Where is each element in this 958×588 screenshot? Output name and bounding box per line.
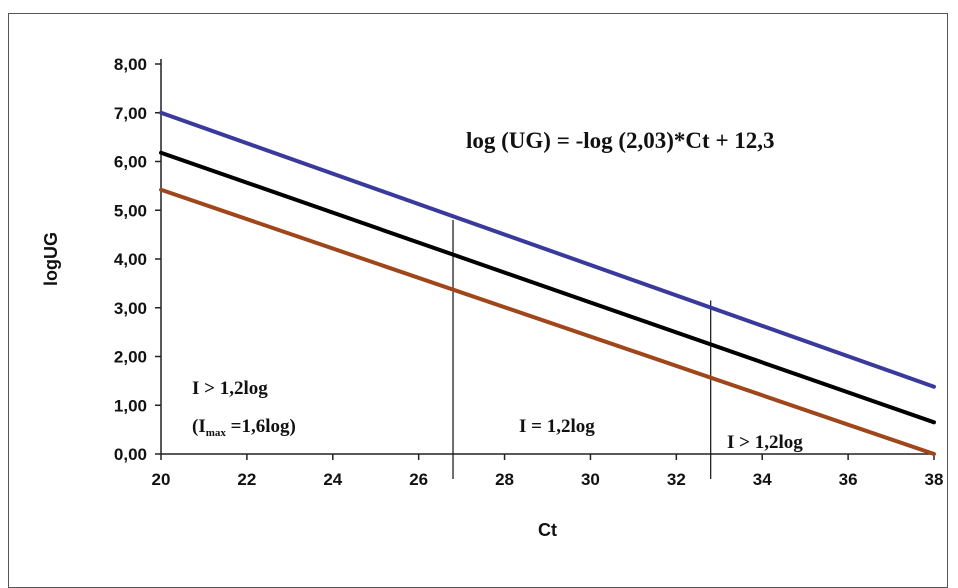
- x-axis-title: Ct: [538, 520, 557, 540]
- region-2-label: I = 1,2log: [519, 416, 595, 437]
- y-axis-title: logUG: [41, 232, 61, 286]
- line-chart: 0,00 1,00 2,00 3,00 4,00 5,00 6,00 7,00 8,00 20 22…: [41, 55, 944, 540]
- y-tick-label: 4,00: [114, 250, 147, 269]
- x-tick-label: 26: [409, 470, 428, 489]
- x-tick-label: 22: [237, 470, 256, 489]
- y-tick-label: 5,00: [114, 201, 147, 220]
- chart-frame: 0,00 1,00 2,00 3,00 4,00 5,00 6,00 7,00 8,00 20 22…: [8, 13, 948, 588]
- y-tick-label: 7,00: [114, 104, 147, 123]
- x-tick-label: 32: [667, 470, 686, 489]
- equation-annotation: log (UG) = -log (2,03)*Ct + 12,3: [466, 128, 775, 153]
- x-tick-label: 28: [495, 470, 514, 489]
- region-1-imax-label: (Imax =1,6log): [192, 416, 296, 439]
- y-tick-label: 8,00: [114, 55, 147, 74]
- y-tick-label: 3,00: [114, 299, 147, 318]
- region-1-label: I > 1,2log: [192, 378, 268, 399]
- upper-limit-line: [159, 110, 936, 389]
- y-tick-label: 2,00: [114, 348, 147, 367]
- x-tick-label: 34: [753, 470, 772, 489]
- regression-line: [159, 150, 936, 425]
- y-tick-label: 6,00: [114, 153, 147, 172]
- x-tick-label: 20: [152, 470, 171, 489]
- x-tick-label: 30: [581, 470, 600, 489]
- region-3-label: I > 1,2log: [727, 432, 803, 453]
- x-tick-label: 36: [839, 470, 858, 489]
- x-tick-label: 24: [323, 470, 342, 489]
- y-tick-label: 0,00: [114, 445, 147, 464]
- lower-limit-line: [159, 187, 936, 456]
- x-tick-label: 38: [925, 470, 944, 489]
- y-tick-label: 1,00: [114, 396, 147, 415]
